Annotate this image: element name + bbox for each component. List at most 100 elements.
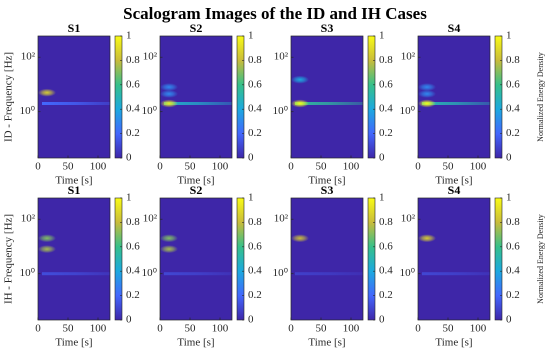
panel-title: S3 <box>321 21 334 35</box>
plot-background <box>160 198 232 320</box>
colorbar-tick-label: 0.8 <box>506 54 520 66</box>
plot-frame <box>159 197 233 321</box>
colorbar-tick-label: 0.6 <box>379 78 393 90</box>
plot-background <box>418 198 490 320</box>
colorbar-tick-label: 0.8 <box>248 54 262 66</box>
colorbar-tick-label: 1 <box>126 30 132 42</box>
y-tick-label: 10⁰ <box>273 267 289 279</box>
x-axis-label: Time [s] <box>177 175 214 187</box>
plot-frame <box>290 197 364 321</box>
colorbar-tick-label: 0 <box>126 314 132 326</box>
colorbar-tick-label: 0.4 <box>506 103 520 115</box>
frequency-band <box>42 102 110 106</box>
energy-hotspot <box>291 99 309 108</box>
y-axis-label: IH - Frequency [Hz] <box>3 214 15 304</box>
x-tick-label: 50 <box>316 323 328 335</box>
x-tick-label: 100 <box>470 323 487 335</box>
energy-hotspot <box>160 83 178 92</box>
x-tick-label: 0 <box>35 323 41 335</box>
x-tick-label: 0 <box>157 161 163 173</box>
colorbar <box>367 197 376 321</box>
x-axis-label: Time [s] <box>435 175 472 187</box>
plot-background <box>291 36 363 158</box>
x-tick-label: 50 <box>185 323 197 335</box>
colorbar-tick-label: 0 <box>248 152 254 164</box>
x-tick-label: 0 <box>415 323 421 335</box>
colorbar <box>367 35 376 159</box>
colorbar <box>236 197 245 321</box>
colorbar-tick-label: 0.2 <box>248 127 262 139</box>
colorbar-tick-label: 0.2 <box>506 127 520 139</box>
panel-title: S3 <box>321 183 334 197</box>
energy-hotspot <box>418 89 436 98</box>
panel-title: S2 <box>190 183 203 197</box>
x-tick-label: 0 <box>288 323 294 335</box>
y-tick-label: 10⁰ <box>142 267 158 279</box>
y-tick-label: 10² <box>21 51 36 63</box>
x-tick-label: 100 <box>212 161 229 173</box>
colorbar-tick-label: 0.8 <box>506 216 520 228</box>
colorbar-tick-label: 1 <box>506 30 512 42</box>
plot-frame <box>290 35 364 159</box>
frequency-band <box>295 272 363 276</box>
energy-hotspot <box>418 234 436 243</box>
x-tick-label: 100 <box>212 323 229 335</box>
colorbar-tick-label: 0.6 <box>506 240 520 252</box>
y-tick-label: 10² <box>143 213 158 225</box>
y-tick-label: 10⁰ <box>142 105 158 117</box>
x-tick-label: 0 <box>415 161 421 173</box>
colorbar-tick-label: 0.6 <box>126 240 140 252</box>
y-tick-label: 10² <box>143 51 158 63</box>
x-tick-label: 0 <box>35 161 41 173</box>
panel-title: S1 <box>68 183 81 197</box>
y-tick-label: 10² <box>21 213 36 225</box>
colorbar-tick-label: 0 <box>506 314 512 326</box>
y-axis-label: ID - Frequency [Hz] <box>3 52 15 142</box>
x-axis-label: Time [s] <box>308 337 345 349</box>
frequency-band <box>164 272 232 276</box>
y-tick-label: 10² <box>401 51 416 63</box>
y-tick-label: 10⁰ <box>400 267 416 279</box>
energy-hotspot <box>160 99 178 108</box>
colorbar-tick-label: 1 <box>379 192 385 204</box>
colorbar-tick-label: 0.4 <box>126 265 140 277</box>
y-tick-label: 10⁰ <box>273 105 289 117</box>
colorbar-tick-label: 0.6 <box>126 78 140 90</box>
plot-frame <box>37 35 111 159</box>
x-tick-label: 50 <box>316 161 328 173</box>
plot-background <box>38 198 110 320</box>
colorbar-tick-label: 0 <box>379 314 385 326</box>
energy-hotspot <box>160 89 178 98</box>
y-tick-label: 10⁰ <box>20 267 36 279</box>
x-tick-label: 100 <box>90 323 107 335</box>
colorbar-tick-label: 0.6 <box>506 78 520 90</box>
energy-hotspot <box>291 234 309 243</box>
colorbar-tick-label: 1 <box>506 192 512 204</box>
colorbar-tick-label: 0.4 <box>379 265 393 277</box>
colorbar-tick-label: 0.2 <box>506 289 520 301</box>
frequency-band <box>422 102 490 106</box>
colorbar <box>236 35 245 159</box>
colorbar-tick-label: 0.8 <box>126 54 140 66</box>
colorbar <box>114 197 123 321</box>
y-tick-label: 10⁰ <box>400 105 416 117</box>
plot-background <box>38 36 110 158</box>
y-tick-label: 10² <box>274 213 289 225</box>
x-tick-label: 0 <box>157 323 163 335</box>
x-tick-label: 50 <box>443 161 455 173</box>
panel-title: S2 <box>190 21 203 35</box>
colorbar-tick-label: 0.6 <box>248 240 262 252</box>
x-tick-label: 100 <box>90 161 107 173</box>
colorbar-tick-label: 0.2 <box>126 289 140 301</box>
energy-hotspot <box>38 88 56 97</box>
panel-title: S1 <box>68 21 81 35</box>
energy-hotspot <box>291 75 309 84</box>
plot-frame <box>417 35 491 159</box>
y-tick-label: 10² <box>274 51 289 63</box>
energy-hotspot <box>160 245 178 254</box>
x-tick-label: 50 <box>185 161 197 173</box>
colorbar-tick-label: 0.6 <box>379 240 393 252</box>
plot-background <box>291 198 363 320</box>
panel-title: S4 <box>448 183 461 197</box>
plot-frame <box>37 197 111 321</box>
